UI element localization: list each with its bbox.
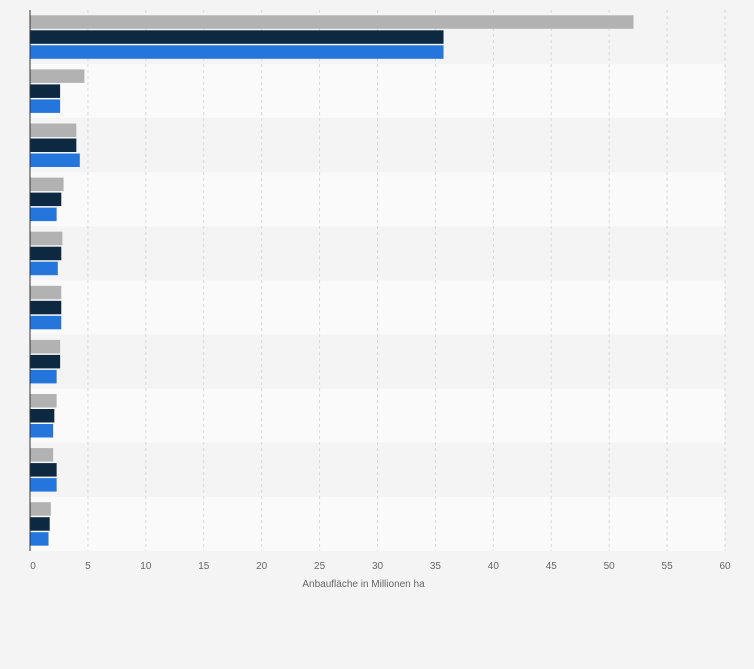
x-tick-label: 45 [546, 561, 558, 572]
bar-series-2-row-9 [30, 463, 57, 477]
bar-series-1-row-3 [30, 123, 77, 137]
bar-series-3-row-9 [30, 478, 57, 492]
bar-series-1-row-10 [30, 502, 51, 516]
row-band [30, 442, 725, 497]
bar-series-1-row-1 [30, 15, 634, 29]
bar-series-2-row-2 [30, 84, 61, 98]
bar-series-3-row-1 [30, 45, 444, 59]
x-tick-label: 10 [140, 561, 152, 572]
bar-series-3-row-7 [30, 369, 57, 384]
bar-series-2-row-7 [30, 354, 61, 369]
row-band [30, 388, 725, 443]
row-band [30, 64, 725, 119]
bar-series-2-row-3 [30, 138, 77, 152]
bar-series-2-row-1 [30, 30, 444, 44]
x-axis-ticks: 0 5 10 15 20 25 30 35 40 45 50 55 60 [30, 561, 731, 572]
x-tick-label: 30 [372, 561, 384, 572]
bar-series-1-row-4 [30, 177, 64, 192]
x-tick-label: 50 [604, 561, 616, 572]
x-tick-label: 15 [198, 561, 210, 572]
x-tick-label: 25 [314, 561, 326, 572]
row-band [30, 226, 725, 281]
x-tick-label: 60 [719, 561, 731, 572]
bar-series-3-row-3 [30, 153, 80, 167]
x-tick-label: 20 [256, 561, 268, 572]
bar-series-3-row-6 [30, 315, 62, 330]
bar-series-3-row-2 [30, 99, 61, 113]
x-tick-label: 35 [430, 561, 442, 572]
row-band [30, 172, 725, 227]
x-tick-label: 0 [30, 561, 36, 572]
bar-series-2-row-10 [30, 517, 50, 531]
bar-series-1-row-5 [30, 231, 63, 246]
bar-series-2-row-8 [30, 409, 55, 423]
bar-series-1-row-2 [30, 69, 85, 83]
bar-series-3-row-10 [30, 532, 49, 546]
gridlines [87, 10, 726, 551]
bar-series-1-row-7 [30, 339, 61, 354]
bar-series-1-row-8 [30, 394, 57, 408]
row-band [30, 496, 725, 551]
x-tick-label: 5 [85, 561, 91, 572]
row-band [30, 118, 725, 173]
x-tick-label: 55 [662, 561, 674, 572]
bar-series-3-row-4 [30, 207, 57, 222]
x-axis-title: Anbaufläche in Millionen ha [302, 579, 425, 590]
row-band [30, 280, 725, 335]
bar-series-1-row-9 [30, 448, 54, 462]
bars [30, 15, 634, 546]
bar-series-2-row-5 [30, 246, 62, 261]
bar-series-2-row-6 [30, 300, 62, 315]
bar-series-1-row-6 [30, 285, 62, 300]
bar-series-3-row-8 [30, 424, 54, 438]
row-band [30, 334, 725, 389]
bar-series-3-row-5 [30, 261, 58, 276]
x-tick-label: 40 [488, 561, 500, 572]
bar-series-2-row-4 [30, 192, 62, 207]
row-bands [30, 10, 725, 551]
